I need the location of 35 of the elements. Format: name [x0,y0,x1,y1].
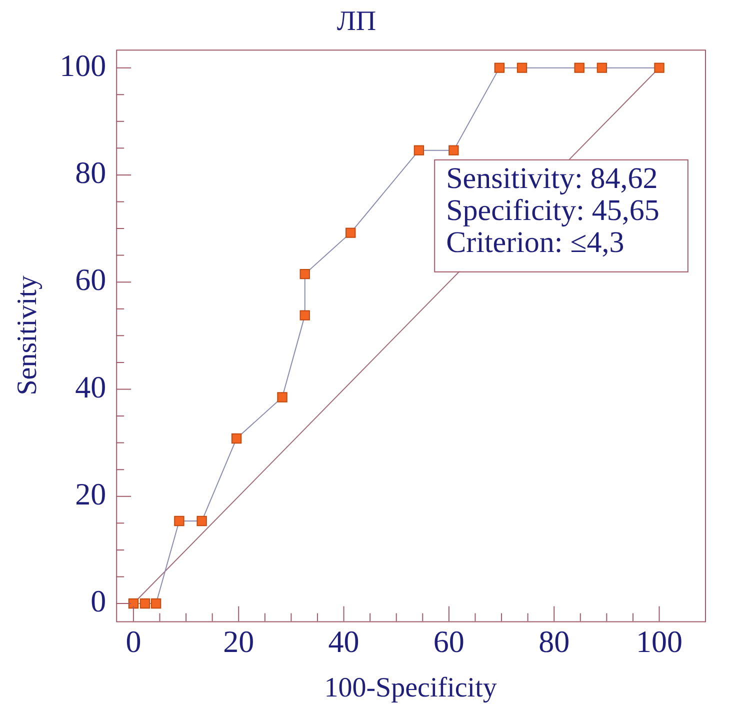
y-tick-label: 100 [60,48,106,83]
point [128,598,139,609]
x-tick-label: 80 [538,624,570,659]
y-tick-label: 60 [75,262,106,298]
x-tick-label: 20 [223,624,254,659]
point [231,433,242,444]
y-tick-label: 20 [75,476,106,512]
x-axis-title: 100-Specificity [324,672,497,704]
y-tick-label: 40 [75,369,106,404]
annotation: Sensitivity: 84,62 [446,162,658,196]
x-tick-label: 0 [126,624,142,659]
point [196,516,207,526]
point [494,62,505,73]
point [414,145,424,156]
point [140,598,150,609]
x-tick-label: 60 [433,624,464,659]
point [516,62,528,73]
point [300,310,310,320]
point [574,62,584,73]
point [277,392,288,402]
point [150,598,162,609]
x-tick-label: 40 [328,624,360,659]
point [654,62,664,73]
y-tick-label: 0 [90,584,106,619]
point [346,228,356,238]
y-axis-title: Sensitivity [12,276,44,396]
point [300,268,310,280]
annotation: Specificity: 45,65 [446,194,660,228]
x-tick-label: 100 [636,624,683,659]
point [596,62,608,73]
chart-title: ЛП [336,6,376,38]
annotation: Criterion: ≤4,3 [446,226,624,260]
point [174,516,184,526]
point [448,145,459,156]
y-tick-label: 80 [75,155,106,190]
